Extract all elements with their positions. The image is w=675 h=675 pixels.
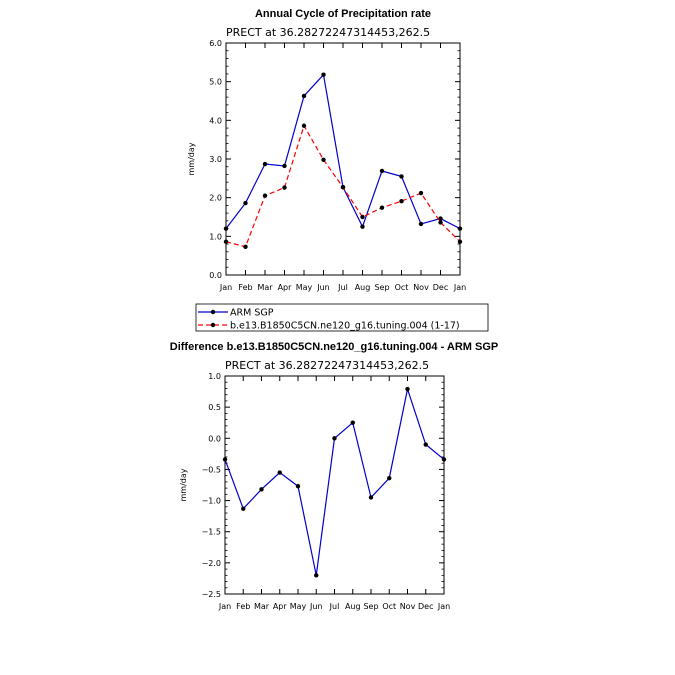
series-0-point xyxy=(418,221,424,227)
x-tick-label: Mar xyxy=(254,602,270,611)
series-1-point xyxy=(282,185,287,190)
series-0-point xyxy=(295,484,301,489)
series-0-point xyxy=(259,487,264,492)
y-axis-label: mm/day xyxy=(187,142,196,175)
series-0-point xyxy=(241,506,246,511)
legend: ARM SGP b.e13.B1850C5CN.ne120_g16.tuning… xyxy=(195,303,489,332)
legend-marker-arm-sgp xyxy=(210,309,216,315)
x-tick-label: May xyxy=(290,602,307,611)
plot-frame xyxy=(224,375,445,595)
x-tick-label: May xyxy=(296,283,313,292)
x-tick-label: Jun xyxy=(309,602,323,611)
x-tick-label: Jan xyxy=(218,602,231,611)
y-tick-label: 2.0 xyxy=(209,194,222,203)
x-tick-label: Aug xyxy=(345,602,361,611)
y-tick-label: 0.5 xyxy=(208,403,221,412)
x-tick-label: Dec xyxy=(433,283,448,292)
series-1-point xyxy=(379,205,385,210)
x-tick-label: Oct xyxy=(395,283,409,292)
series-0-point xyxy=(387,475,392,481)
y-tick-label: 0.0 xyxy=(209,271,222,280)
series-1-point xyxy=(243,244,248,249)
x-tick-label: Sep xyxy=(363,602,378,611)
x-tick-label: Jan xyxy=(437,602,450,611)
series-1-point xyxy=(321,157,326,162)
series-0-point xyxy=(277,470,282,475)
series-1-point xyxy=(223,239,229,244)
series-0-point xyxy=(350,420,355,425)
y-tick-label: 1.0 xyxy=(208,372,221,381)
series-0-point xyxy=(262,161,268,167)
y-axis-label: mm/day xyxy=(179,468,188,501)
series-0-point xyxy=(423,442,428,447)
series-0-point xyxy=(405,386,410,392)
x-tick-label: Jun xyxy=(316,283,330,292)
x-tick-label: Jan xyxy=(219,283,232,292)
y-tick-label: 0.0 xyxy=(208,434,221,443)
series-0-point xyxy=(243,200,248,206)
y-tick-label: −2.5 xyxy=(202,590,221,599)
x-tick-label: Nov xyxy=(413,283,429,292)
x-tick-label: Jan xyxy=(453,283,466,292)
series-1-point xyxy=(457,239,463,244)
legend-label-model: b.e13.B1850C5CN.ne120_g16.tuning.004 (1-… xyxy=(230,321,460,332)
series-0-point xyxy=(438,216,443,221)
y-tick-label: 4.0 xyxy=(209,116,222,125)
x-tick-label: Mar xyxy=(257,283,273,292)
precip-difference-chart: Difference b.e13.B1850C5CN.ne120_g16.tun… xyxy=(170,341,499,611)
series-0-point xyxy=(222,457,228,462)
y-tick-label: 5.0 xyxy=(209,78,222,87)
y-tick-label: 3.0 xyxy=(209,155,222,164)
chart-subtitle: PRECT at 36.28272247314453,262.5 xyxy=(226,26,430,39)
series-0-point xyxy=(457,226,463,231)
y-tick-label: −1.0 xyxy=(202,497,221,506)
series-0-point xyxy=(379,168,385,174)
x-tick-label: Oct xyxy=(382,602,396,611)
series-0-point xyxy=(399,174,404,179)
x-tick-label: Dec xyxy=(418,602,433,611)
x-tick-label: Nov xyxy=(400,602,416,611)
series-0-point xyxy=(441,457,447,462)
chart-title: Difference b.e13.B1850C5CN.ne120_g16.tun… xyxy=(170,341,499,353)
series-1-point xyxy=(262,193,268,198)
series-0-point xyxy=(223,226,229,231)
x-tick-label: Jul xyxy=(337,283,348,292)
series-line-0 xyxy=(224,386,445,576)
series-1-point xyxy=(340,185,346,190)
series-0-point xyxy=(360,224,365,229)
y-tick-label: −2.0 xyxy=(202,559,221,568)
x-tick-label: Jul xyxy=(329,602,340,611)
series-1-point xyxy=(438,220,443,225)
series-0-point xyxy=(314,573,319,578)
x-tick-label: Apr xyxy=(273,602,288,611)
legend-label-arm-sgp: ARM SGP xyxy=(230,308,274,319)
legend-marker-model xyxy=(210,322,216,328)
y-tick-label: 1.0 xyxy=(209,232,222,241)
x-tick-label: Sep xyxy=(374,283,389,292)
series-0-point xyxy=(332,436,337,441)
series-1-point xyxy=(418,190,424,196)
x-tick-label: Feb xyxy=(238,283,252,292)
x-tick-label: Feb xyxy=(236,602,250,611)
chart-title: Annual Cycle of Precipitation rate xyxy=(255,8,431,20)
x-tick-label: Apr xyxy=(278,283,293,292)
series-1-point xyxy=(399,198,404,204)
y-tick-label: −1.5 xyxy=(202,528,221,537)
precip-annual-cycle-chart: Annual Cycle of Precipitation rate PRECT… xyxy=(187,8,489,332)
plot-frame xyxy=(225,42,461,276)
series-0-point xyxy=(282,163,287,169)
series-1-point xyxy=(301,123,307,128)
chart-subtitle: PRECT at 36.28272247314453,262.5 xyxy=(225,359,429,372)
y-tick-label: 6.0 xyxy=(209,39,222,48)
series-0-point xyxy=(301,93,307,99)
series-1-point xyxy=(360,214,365,220)
legend-box xyxy=(195,303,489,332)
series-0-point xyxy=(368,495,374,500)
series-0-point xyxy=(321,72,326,77)
x-tick-label: Aug xyxy=(355,283,371,292)
y-tick-label: −0.5 xyxy=(202,465,221,474)
